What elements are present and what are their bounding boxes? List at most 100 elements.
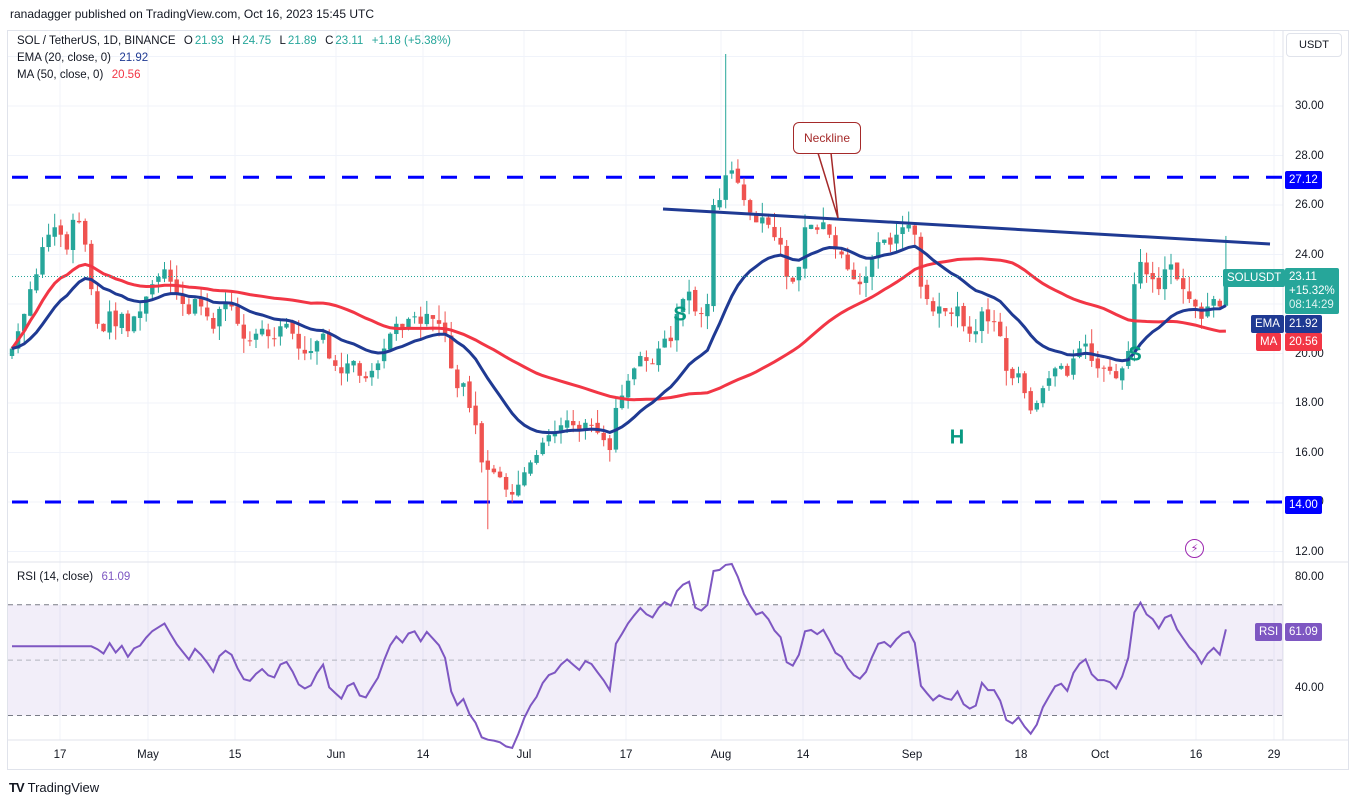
candle-body [211, 318, 216, 329]
candle-body [595, 422, 600, 433]
candle-body [40, 247, 45, 275]
flash-icon[interactable]: ⚡ [1185, 539, 1204, 558]
resistance-level-tag: 27.12 [1285, 171, 1322, 189]
candle-body [1144, 262, 1149, 275]
candle-body [266, 329, 271, 337]
ma-legend: MA (50, close, 0) 20.56 [17, 69, 142, 81]
rsi-line [12, 562, 1227, 750]
candle-body [217, 308, 222, 327]
candle-body [967, 326, 972, 334]
close-label: C [325, 35, 334, 47]
last-price: 23.11 [1289, 271, 1317, 283]
candle-body [388, 333, 393, 350]
rsi-label: RSI (14, close) [17, 571, 94, 583]
candle-body [961, 305, 966, 327]
low-value: 21.89 [287, 35, 317, 47]
candle-body [796, 266, 802, 281]
candle-body [28, 289, 33, 316]
price-tick-label: 18.00 [1295, 397, 1324, 409]
candle-body [351, 360, 356, 366]
candle-body [924, 284, 930, 300]
candle-body [839, 251, 844, 255]
ma-tag: MA [1256, 333, 1282, 351]
candle-body [9, 348, 15, 356]
time-tick-label: 18 [1014, 749, 1028, 761]
candle-body [790, 277, 795, 282]
candle-body [119, 313, 124, 328]
candle-body [894, 234, 899, 244]
symbol-legend: SOL / TetherUS, 1D, BINANCE O 21.93 H 24.7… [17, 35, 453, 47]
candle-body [619, 395, 625, 409]
candle-body [577, 424, 582, 431]
neckline-callout[interactable]: Neckline [793, 122, 861, 154]
candle-body [375, 363, 381, 371]
candle-body [461, 383, 466, 387]
candle-body [662, 338, 667, 348]
right-shoulder-label: S [1128, 343, 1142, 366]
candle-body [308, 351, 314, 353]
time-tick-label: 14 [416, 749, 430, 761]
tradingview-logo-icon: TV [9, 780, 25, 795]
candle-body [625, 380, 631, 398]
candle-body [241, 324, 246, 339]
candle-body [851, 269, 856, 280]
candle-body [1132, 284, 1137, 351]
candle-body [632, 368, 637, 380]
candle-body [345, 363, 350, 374]
candle-body [735, 168, 741, 183]
candle-body [1089, 343, 1094, 361]
candle-body [247, 340, 253, 342]
candle-body [583, 422, 588, 431]
candle-body [802, 227, 808, 269]
candle-body [430, 315, 436, 319]
candle-body [156, 276, 161, 282]
ma-label: MA (50, close, 0) [17, 69, 104, 81]
candle-body [95, 291, 100, 324]
candle-body [1016, 373, 1021, 378]
ma-value: 20.56 [111, 69, 141, 81]
candle-body [930, 301, 936, 312]
candle-body [278, 326, 283, 337]
candle-body [1034, 403, 1039, 410]
candle-body [1052, 368, 1058, 377]
candle-body [113, 310, 118, 327]
rsi-tick-label: 80.00 [1295, 571, 1324, 583]
candle-body [1156, 277, 1161, 290]
candle-body [52, 227, 57, 237]
candle-body [869, 259, 875, 278]
candle-body [357, 363, 362, 376]
candle-body [180, 295, 185, 304]
candle-body [473, 405, 478, 426]
candle-body [778, 237, 783, 245]
head-label: H [949, 426, 965, 449]
ema-legend: EMA (20, close, 0) 21.92 [17, 52, 150, 64]
candle-body [339, 367, 344, 374]
candle-body [571, 421, 576, 426]
candle-body [1028, 391, 1033, 411]
candle-body [131, 316, 137, 332]
candle-body [741, 184, 747, 201]
tradingview-brand[interactable]: TV TradingView [9, 780, 99, 795]
ema20-line [11, 244, 1227, 435]
rsi-legend: RSI (14, close) 61.09 [17, 571, 132, 583]
candle-body [1199, 306, 1204, 319]
candle-body [406, 318, 411, 330]
ema-value: 21.92 [119, 52, 149, 64]
publish-info: ranadagger published on TradingView.com,… [10, 7, 375, 21]
candle-body [1010, 368, 1015, 379]
price-tick-label: 28.00 [1295, 149, 1324, 162]
candle-body [467, 381, 472, 408]
brand-name: TradingView [27, 780, 100, 795]
time-tick-label: 17 [619, 749, 633, 761]
rsi-value: 61.09 [101, 571, 131, 583]
time-tick-label: 14 [796, 749, 810, 761]
candle-body [284, 323, 289, 328]
candle-body [1040, 388, 1046, 404]
price-tick-label: 16.00 [1295, 446, 1324, 459]
candle-body [137, 311, 143, 318]
candle-body [973, 331, 978, 335]
candle-body [1107, 366, 1113, 371]
currency-unit-button[interactable]: USDT [1286, 33, 1342, 57]
